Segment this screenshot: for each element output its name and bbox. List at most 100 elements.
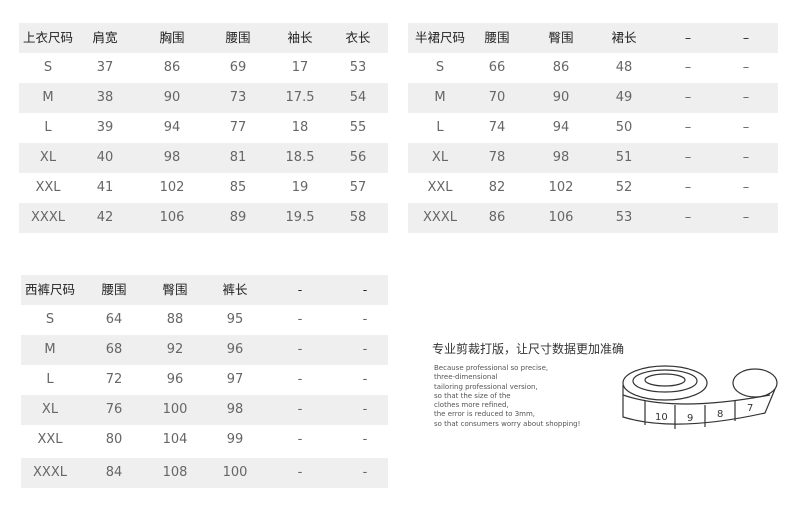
table-header-row: 上衣尺码 肩宽 胸围 腰围 袖长 衣长 (19, 23, 388, 53)
table-cell: 88 (166, 312, 184, 327)
table-row: L 74 94 50 – – (408, 113, 778, 143)
table-cell: 81 (229, 150, 247, 165)
table-cell: S (45, 312, 55, 327)
table-cell: 98 (226, 402, 244, 417)
table-cell: 58 (349, 210, 367, 225)
table-cell: 57 (349, 180, 367, 195)
table-cell: 86 (488, 210, 506, 225)
table-row: M 68 92 96 - - (21, 335, 388, 365)
column-header: 臀围 (548, 30, 574, 45)
promo-line: clothes more refined, (434, 401, 509, 410)
column-header: 上衣尺码 (22, 30, 74, 45)
promo-line: so that consumers worry about shopping! (434, 419, 581, 428)
table-row: L 39 94 77 18 55 (19, 113, 388, 143)
table-row: XXL 82 102 52 – – (408, 173, 778, 203)
table-cell: 48 (615, 60, 633, 75)
table-cell: 54 (349, 90, 367, 105)
table-cell: 53 (615, 210, 633, 225)
table-cell: 50 (615, 120, 633, 135)
table-cell: – (742, 90, 750, 105)
table-cell: - (297, 465, 303, 480)
table-cell: M (42, 90, 54, 105)
table-cell: 106 (159, 210, 185, 225)
column-header: – (742, 30, 750, 45)
table-cell: – (684, 60, 692, 75)
table-cell: 84 (105, 465, 123, 480)
table-cell: 69 (229, 60, 247, 75)
table-cell: – (684, 120, 692, 135)
table-cell: 80 (105, 432, 123, 447)
column-header: - (297, 282, 303, 297)
promo-line: so that the size of the (434, 391, 511, 400)
table-cell: 99 (226, 432, 244, 447)
column-header: 裙长 (611, 30, 637, 45)
column-header: 半裙尺码 (414, 30, 466, 45)
svg-text:8: 8 (717, 409, 723, 420)
table-row: XXL 80 104 99 - - (21, 425, 388, 455)
table-row: S 64 88 95 - - (21, 305, 388, 335)
table-cell: 106 (548, 210, 574, 225)
table-cell: - (362, 465, 368, 480)
table-cell: 98 (552, 150, 570, 165)
table-cell: 77 (229, 120, 247, 135)
table-cell: 76 (105, 402, 123, 417)
table-row: M 38 90 73 17.5 54 (19, 83, 388, 113)
table-cell: 97 (226, 372, 244, 387)
table-cell: XXL (35, 180, 61, 195)
table-cell: 38 (96, 90, 114, 105)
table-row: XXL 41 102 85 19 57 (19, 173, 388, 203)
table-cell: – (684, 180, 692, 195)
table-cell: 90 (552, 90, 570, 105)
table-cell: 52 (615, 180, 633, 195)
column-header: 衣长 (345, 30, 371, 45)
table-cell: 56 (349, 150, 367, 165)
table-cell: – (742, 180, 750, 195)
table-cell: 17.5 (285, 90, 315, 105)
table-cell: 100 (162, 402, 188, 417)
table-cell: 53 (349, 60, 367, 75)
table-cell: L (46, 372, 54, 387)
table-cell: 90 (163, 90, 181, 105)
promo-text: Because professional so precise, three-d… (434, 364, 580, 429)
svg-text:7: 7 (747, 403, 753, 414)
table-row: XXXL 84 108 100 - - (21, 458, 388, 488)
promo-line: tailoring professional version, (434, 382, 538, 391)
table-row: XXXL 42 106 89 19.5 58 (19, 203, 388, 233)
table-cell: 72 (105, 372, 123, 387)
promo-line: Because professional so precise, (434, 364, 549, 372)
table-cell: 108 (162, 465, 188, 480)
table-cell: 96 (166, 372, 184, 387)
table-cell: XXL (37, 432, 63, 447)
table-cell: XL (431, 150, 449, 165)
column-header: 肩宽 (92, 30, 118, 45)
skirt-size-table: 半裙尺码 腰围 臀围 裙长 – – S 66 86 48– – M 70 90 49– – L 74 94 50– – X… (408, 23, 778, 233)
table-cell: 86 (552, 60, 570, 75)
table-cell: 82 (488, 180, 506, 195)
table-cell: M (44, 342, 56, 357)
table-cell: 49 (615, 90, 633, 105)
table-header-row: 西裤尺码 腰围 臀围 裤长 - - (21, 275, 388, 305)
table-cell: XXL (427, 180, 453, 195)
table-cell: - (362, 312, 368, 327)
promo-line: the error is reduced to 3mm, (434, 410, 536, 419)
column-header: - (362, 282, 368, 297)
table-cell: 68 (105, 342, 123, 357)
table-cell: 39 (96, 120, 114, 135)
table-cell: XL (41, 402, 59, 417)
table-cell: - (362, 432, 368, 447)
column-header: 西裤尺码 (24, 282, 76, 297)
table-cell: 102 (159, 180, 185, 195)
table-cell: - (362, 372, 368, 387)
table-cell: 85 (229, 180, 247, 195)
column-header: 腰围 (101, 282, 127, 297)
table-cell: - (362, 342, 368, 357)
table-cell: 100 (222, 465, 248, 480)
table-cell: - (297, 402, 303, 417)
table-cell: 95 (226, 312, 244, 327)
table-cell: L (436, 120, 444, 135)
table-row: L 72 96 97 - - (21, 365, 388, 395)
top-size-table: 上衣尺码 肩宽 胸围 腰围 袖长 衣长 S 37 86 69 17 53 M 38 90 73 17.5 54 L 3… (19, 23, 388, 233)
table-cell: 89 (229, 210, 247, 225)
promo-title: 专业剪裁打版，让尺寸数据更加准确 (432, 342, 625, 356)
table-header-row: 半裙尺码 腰围 臀围 裙长 – – (408, 23, 778, 53)
